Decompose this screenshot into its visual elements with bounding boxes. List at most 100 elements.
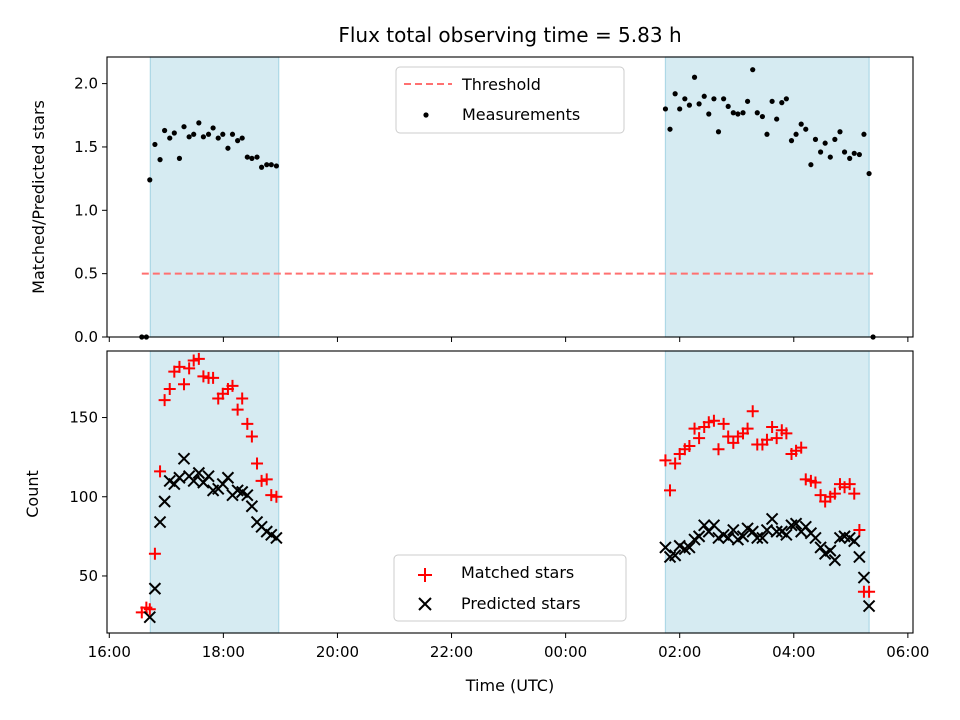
measurement-point [176, 155, 183, 161]
measurement-point [225, 145, 231, 151]
predicted-star-point [153, 515, 167, 529]
measurement-point [730, 110, 736, 116]
predicted-legend-label: Predicted stars [461, 594, 581, 613]
measurement-point [181, 124, 187, 130]
measurement-point [837, 129, 843, 135]
matched-star-point [707, 414, 720, 427]
matched-star-point [158, 394, 171, 407]
predicted-star-point [721, 531, 735, 545]
y-tick-label: 1.0 [74, 201, 98, 219]
x-tick-label: 16:00 [88, 643, 131, 661]
measurement-point [812, 136, 819, 142]
y-tick-label: 1.5 [74, 138, 98, 156]
measurement-point [827, 154, 833, 160]
measurement-point [171, 130, 177, 136]
matched-star-point [688, 422, 701, 435]
observing-window-span [664, 56, 870, 338]
predicted-star-point [809, 531, 822, 545]
measurement-point [672, 91, 678, 97]
measurement-point [152, 141, 158, 148]
measurement-point [744, 98, 751, 104]
matched-star-point [173, 360, 186, 373]
measurement-point [220, 131, 226, 137]
predicted-star-point [857, 571, 871, 584]
bottom-y-axis-label: Count [23, 470, 42, 518]
matched-star-point [270, 490, 283, 503]
top-y-axis: 0.0 0.5 1.0 1.5 2.0 [74, 75, 107, 346]
matched-star-point [702, 416, 715, 429]
measurement-point [822, 140, 828, 146]
predicted-star-point [853, 550, 866, 564]
measurement-point [167, 135, 173, 141]
measurement-point [803, 126, 809, 132]
matched-star-point [163, 383, 176, 396]
x-tick-label: 04:00 [772, 643, 815, 661]
measurement-point [721, 96, 727, 102]
measurement-point [229, 131, 236, 137]
measurement-point [735, 111, 741, 117]
predicted-star-point [707, 519, 721, 532]
x-tick-label: 18:00 [202, 643, 245, 661]
measurement-point [696, 101, 702, 107]
predicted-star-point [789, 517, 803, 530]
measurement-point [244, 154, 250, 160]
predicted-star-point [148, 582, 162, 595]
matched-star-point [746, 405, 759, 418]
predicted-star-point [751, 531, 764, 545]
predicted-star-point [760, 523, 774, 537]
matched-star-point [154, 465, 167, 478]
predicted-star-point [824, 544, 837, 557]
predicted-legend-swatch [418, 597, 432, 611]
y-tick-label: 0.0 [74, 328, 98, 346]
matched-star-point [770, 432, 783, 445]
measurement-point [191, 131, 197, 137]
measurement-point [725, 103, 731, 110]
top-legend: Threshold Measurements [395, 66, 625, 134]
matched-star-point [760, 433, 773, 446]
measurement-point [667, 126, 673, 132]
measurement-point [856, 151, 862, 158]
predicted-star-point [202, 469, 215, 483]
predicted-star-point [780, 528, 793, 541]
predicted-star-point [727, 523, 740, 537]
matched-star-point [683, 440, 696, 453]
matched-star-point [693, 432, 706, 445]
y-tick-label: 2.0 [74, 75, 98, 93]
predicted-star-point [173, 471, 186, 484]
measurement-point [832, 136, 838, 142]
matched-star-point [241, 417, 254, 430]
matched-star-point [255, 474, 268, 487]
top-legend-box [395, 66, 625, 134]
matched-star-point [659, 454, 672, 467]
matched-legend-swatch [418, 568, 432, 582]
bottom-legend-box [393, 554, 627, 622]
matched-star-point [226, 379, 239, 392]
measurement-point [677, 106, 683, 112]
matched-star-point [148, 547, 161, 560]
matched-star-point [814, 489, 827, 502]
threshold-legend-label: Threshold [461, 75, 541, 94]
measurement-point [774, 116, 780, 122]
predicted-star-point [828, 553, 842, 567]
bottom-points-layer [135, 352, 876, 624]
matched-star-point [853, 524, 866, 537]
matched-star-point [192, 352, 205, 365]
bottom-axes-frame [106, 350, 914, 634]
measurements-legend-label: Measurements [462, 105, 580, 124]
x-tick-label: 00:00 [544, 643, 587, 661]
measurement-point [847, 155, 853, 161]
measurement-point [779, 100, 785, 106]
predicted-star-point [221, 471, 235, 484]
matched-star-point [178, 378, 191, 391]
matched-star-point [727, 436, 740, 449]
top-y-axis-label: Matched/Predicted stars [29, 100, 48, 294]
matched-star-point [143, 603, 156, 616]
predicted-star-point [770, 525, 783, 538]
measurement-point [205, 131, 212, 137]
matched-legend-label: Matched stars [461, 563, 574, 582]
matched-star-point [236, 392, 249, 405]
matched-star-point [669, 457, 682, 470]
predicted-star-point [756, 531, 769, 545]
measurement-point [793, 131, 799, 137]
